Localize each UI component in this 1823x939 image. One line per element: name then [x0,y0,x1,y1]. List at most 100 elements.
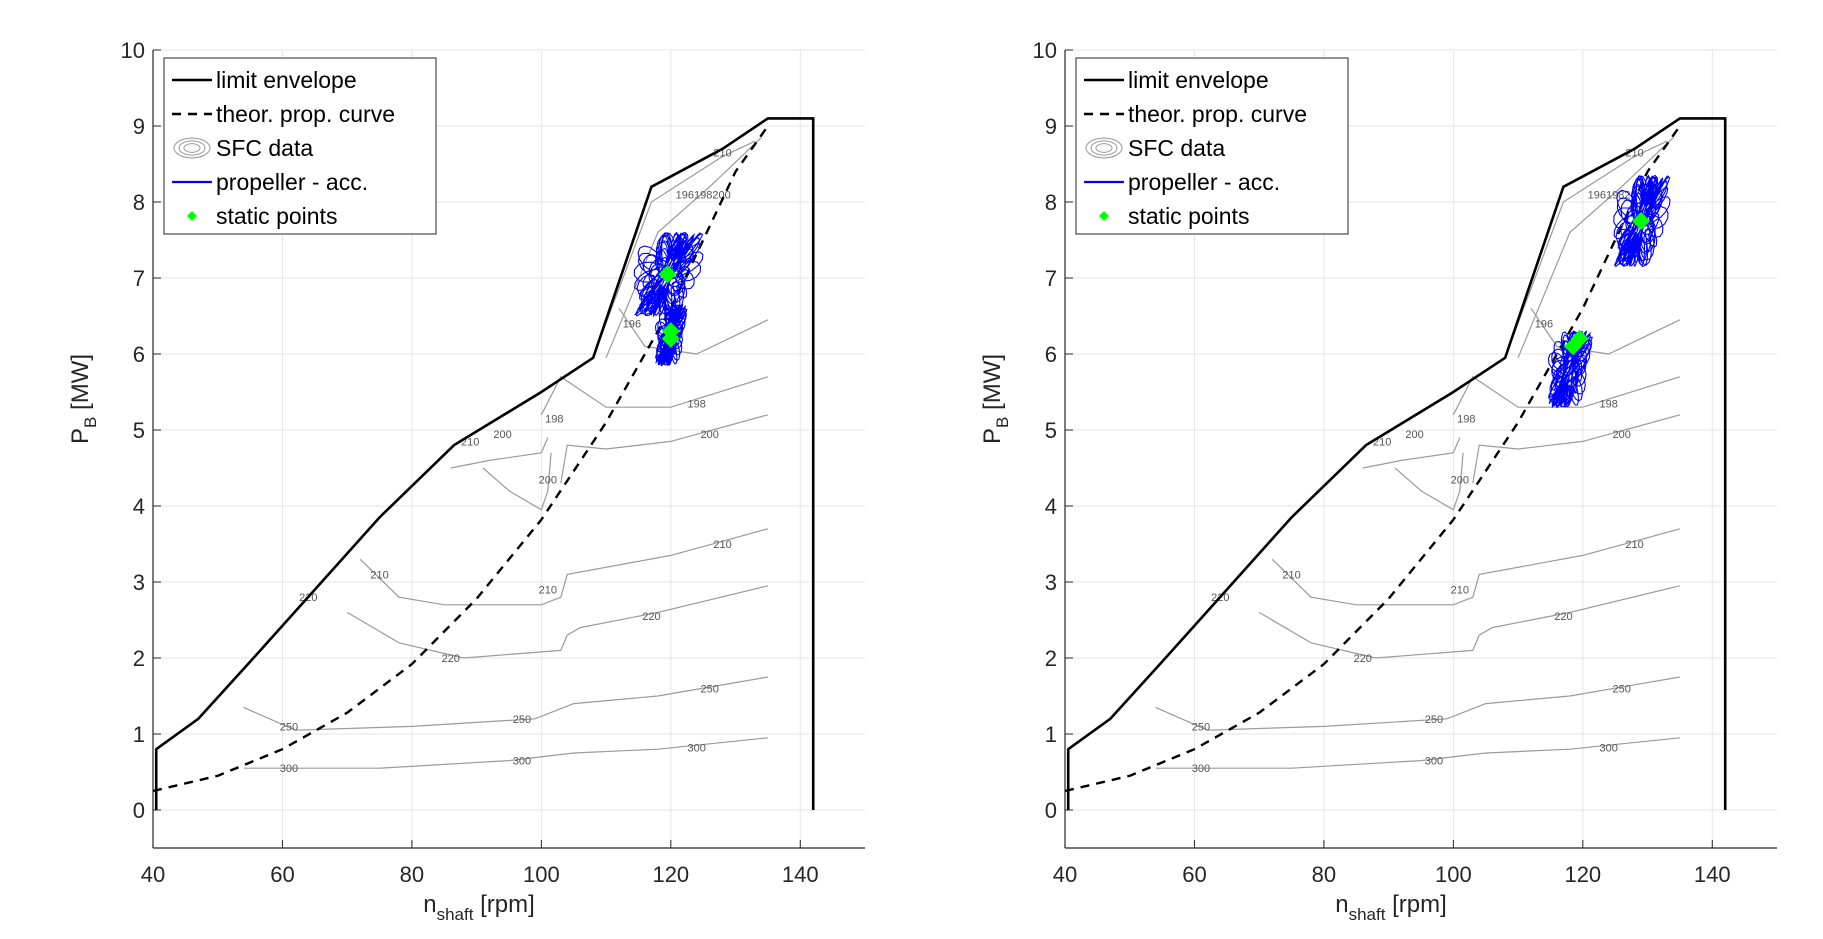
sfc-contour-line [592,140,756,359]
sfc-contour-line [1155,737,1680,769]
static-point-marker [658,265,677,284]
sfc-contour-label: 220 [642,611,660,623]
sfc-contour-label: 196198200 [1588,189,1643,201]
sfc-contour-label: 198 [1457,414,1475,426]
sfc-contour-label: 250 [1425,714,1443,726]
sfc-contour-line [1530,308,1681,355]
sfc-contour-label: 210 [370,569,388,581]
y-tick-label: 5 [133,418,145,443]
legend-label: limit envelope [216,67,357,93]
sfc-contour-label: 196 [1535,319,1553,331]
x-tick-label: 120 [1564,862,1601,887]
x-tick-label: 120 [652,862,689,887]
x-tick-label: 80 [1312,862,1336,887]
x-tick-label: 80 [400,862,424,887]
propeller-acc-trace [1613,174,1671,268]
sfc-contour-label: 200 [700,429,718,441]
sfc-contour-line [1472,414,1681,484]
sfc-contour-line [243,737,768,769]
sfc-contour-line [482,452,552,511]
legend-swatch-sfc [1085,137,1123,159]
y-tick-label: 1 [1045,722,1057,747]
sfc-contour-label: 300 [1425,756,1443,768]
limit-envelope-line [1066,117,1727,810]
sfc-contour-label: 210 [713,539,731,551]
legend-label: theor. prop. curve [1128,101,1307,127]
y-tick-label: 7 [133,266,145,291]
y-tick-label: 5 [1045,418,1057,443]
sfc-contour-line [1394,452,1464,511]
sfc-contour-label: 196198200 [676,189,731,201]
sfc-contour-label: 220 [442,653,460,665]
sfc-contour-label: 250 [1192,721,1210,733]
y-tick-label: 8 [133,190,145,215]
sfc-contour-line [450,437,549,469]
sfc-contour-label: 210 [539,585,557,597]
sfc-contour-label: 210 [1282,569,1300,581]
x-tick-label: 60 [1182,862,1206,887]
sfc-contour-line [1452,375,1681,416]
sfc-contour-label: 220 [1354,653,1372,665]
sfc-contour-line [1271,528,1681,606]
x-tick-label: 140 [782,862,819,887]
sfc-contour-label: 300 [513,756,531,768]
x-axis-label: nshaft [rpm] [1335,891,1447,924]
sfc-contour-label: 250 [1612,683,1630,695]
sfc-contour-label: 210 [1451,585,1469,597]
sfc-contour-label: 300 [688,743,706,755]
x-tick-label: 40 [141,862,165,887]
legend-swatch-sfc [1090,140,1118,156]
sfc-contour-label: 198 [1600,398,1618,410]
legend-label: theor. prop. curve [216,101,395,127]
theoretical-propeller-curve [153,125,769,793]
sfc-contour-label: 300 [1600,743,1618,755]
y-tick-label: 4 [133,494,145,519]
legend-swatch-sfc [178,140,206,156]
y-tick-label: 1 [133,722,145,747]
sfc-contour-label: 196 [623,319,641,331]
sfc-contour-label: 198 [688,398,706,410]
limit-envelope-line [154,117,815,810]
x-axis-label: nshaft [rpm] [423,891,535,924]
legend-label: static points [1128,203,1249,229]
sfc-contour-line [1258,585,1681,659]
sfc-contour-label: 210 [1625,539,1643,551]
legend-swatch-sfc [1095,143,1113,153]
y-tick-label: 10 [121,38,145,63]
legend-swatch-static-points [187,211,197,221]
y-tick-label: 4 [1045,494,1057,519]
y-tick-label: 9 [1045,114,1057,139]
sfc-contour-line [1362,437,1461,469]
propeller-acc-trace [633,231,704,318]
sfc-contour-label: 250 [513,714,531,726]
legend-label: SFC data [216,135,313,161]
chart-svg-right: 3003003002502502502202202202102102102102… [979,38,1777,924]
legend-swatch-sfc [173,137,211,159]
sfc-contour-line [560,414,769,484]
sfc-contour-line [1504,140,1668,359]
plot-area: 3003003002502502502202202202102102102102… [1065,117,1727,810]
sfc-contour-line [605,136,762,359]
sfc-contour-line [1517,136,1674,359]
static-point-marker [661,329,680,348]
legend-label: static points [216,203,337,229]
x-tick-label: 40 [1053,862,1077,887]
sfc-contour-label: 250 [280,721,298,733]
sfc-contour-label: 198 [545,414,563,426]
sfc-contour-line [540,375,769,416]
static-point-marker [1570,329,1589,348]
y-tick-label: 6 [133,342,145,367]
chart-panel-right: 300 300 300 250 250 250 220 220 220 210 210 210 210 2… [912,0,1823,939]
y-tick-label: 2 [1045,646,1057,671]
y-tick-label: 7 [1045,266,1057,291]
y-tick-label: 8 [1045,190,1057,215]
y-tick-label: 6 [1045,342,1057,367]
theoretical-propeller-curve [1065,125,1681,793]
legend-label: propeller - acc. [1128,169,1280,195]
legend-swatch-sfc [183,143,201,153]
y-tick-label: 2 [133,646,145,671]
sfc-contour-label: 200 [1405,429,1423,441]
y-axis-label: PB [MW] [67,354,100,444]
sfc-contour-label: 200 [539,474,557,486]
legend-label: SFC data [1128,135,1225,161]
